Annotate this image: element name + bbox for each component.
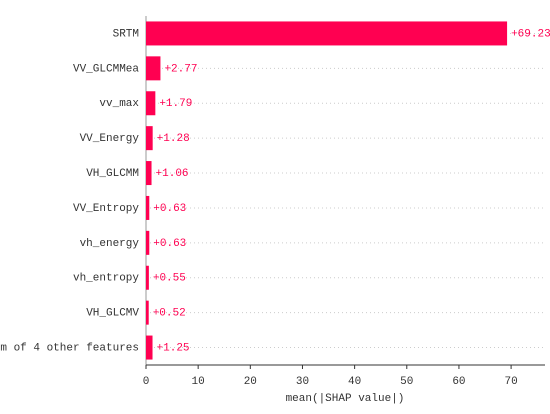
bar	[146, 195, 150, 220]
y-tick-label: vh_entropy	[73, 273, 139, 285]
y-tick-label: Sum of 4 other features	[0, 342, 139, 354]
value-label: +69.23	[511, 28, 550, 40]
x-tick-label: 60	[452, 376, 465, 388]
value-label: +0.63	[153, 203, 186, 215]
bar	[146, 56, 161, 81]
value-label: +0.55	[153, 273, 186, 285]
x-tick-label: 0	[143, 376, 150, 388]
value-label: +1.25	[157, 342, 190, 354]
value-label: +1.28	[157, 133, 190, 145]
y-tick-label: VH_GLCMV	[86, 308, 139, 320]
y-tick-label: vv_max	[99, 98, 139, 110]
bar	[146, 91, 156, 116]
y-tick-label: VH_GLCMM	[86, 168, 139, 180]
bar	[146, 230, 150, 255]
y-tick-label: SRTM	[113, 28, 139, 40]
x-tick-label: 50	[400, 376, 413, 388]
value-label: +0.52	[153, 308, 186, 320]
x-tick-label: 10	[192, 376, 205, 388]
y-tick-label: vh_energy	[80, 238, 140, 250]
bar	[146, 335, 153, 360]
x-tick-label: 30	[296, 376, 309, 388]
y-tick-label: VV_Energy	[80, 133, 140, 145]
x-axis-label: mean(|SHAP value|)	[286, 393, 405, 405]
value-label: +1.06	[156, 168, 189, 180]
bar	[146, 300, 149, 325]
bar	[146, 265, 149, 290]
x-tick-label: 20	[244, 376, 257, 388]
y-tick-label: VV_Entropy	[73, 203, 139, 215]
value-label: +0.63	[153, 238, 186, 250]
value-label: +2.77	[164, 63, 197, 75]
bar	[146, 161, 152, 186]
value-label: +1.79	[159, 98, 192, 110]
x-tick-label: 70	[504, 376, 517, 388]
bar	[146, 21, 508, 46]
y-tick-label: VV_GLCMMea	[73, 63, 139, 75]
x-tick-label: 40	[348, 376, 361, 388]
bar	[146, 126, 153, 151]
